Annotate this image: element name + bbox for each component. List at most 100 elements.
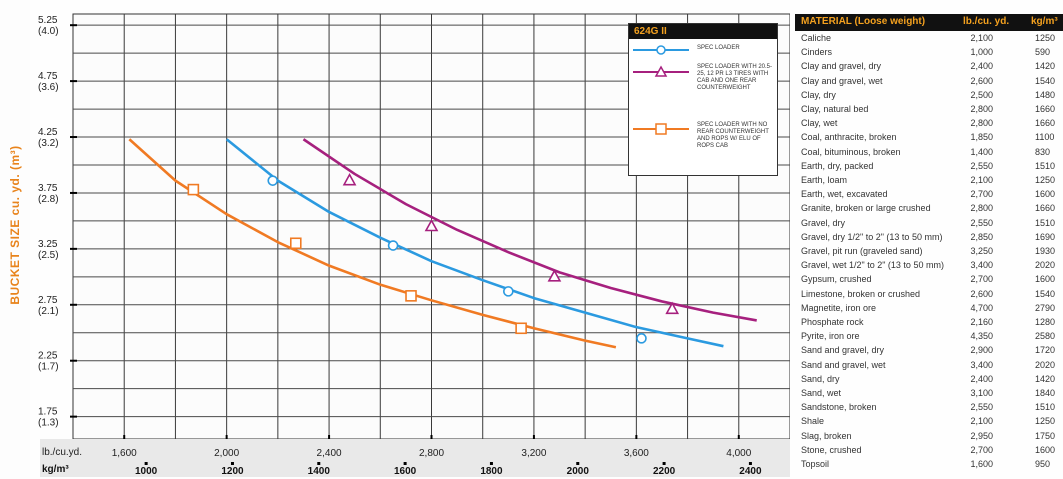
x-unit-bottom: kg/m³ [42, 464, 69, 475]
y-tick-label: 4.25 [38, 127, 58, 138]
weight-lb: 2,950 [970, 430, 993, 441]
material-name: Stone, crushed [801, 444, 862, 455]
legend-label: SPEC LOADER WITH 20.5-25, 12 PR L3 TIRES… [697, 64, 773, 91]
weight-kg: 1600 [1035, 444, 1056, 455]
table-row: Sandstone, broken 2,550 1510 [795, 402, 1063, 413]
material-name: Sand and gravel, dry [801, 345, 885, 356]
weight-lb: 2,550 [970, 402, 993, 413]
y-tick-metric: (2.1) [38, 306, 59, 317]
weight-kg: 1600 [1035, 189, 1056, 200]
material-table-header: MATERIAL (Loose weight) lb./cu. yd. kg/m… [795, 14, 1063, 31]
weight-kg: 1510 [1035, 217, 1056, 228]
material-name: Magnetite, iron ore [801, 302, 877, 313]
table-row: Gravel, dry 1/2" to 2" (13 to 50 mm) 2,85… [795, 232, 1063, 243]
material-name: Earth, loam [801, 175, 848, 185]
weight-lb: 4,350 [970, 331, 993, 342]
material-weights-table: MATERIAL (Loose weight) lb./cu. yd. kg/m… [795, 14, 1063, 479]
y-tick-metric: (4.0) [38, 26, 59, 37]
weight-lb: 1,400 [970, 146, 993, 157]
material-name: Sand and gravel, wet [801, 359, 886, 370]
material-name: Gypsum, crushed [801, 274, 872, 285]
x-tick-label-bottom: 1000 [135, 466, 158, 477]
weight-lb: 2,550 [970, 160, 993, 171]
table-row: Earth, dry, packed 2,550 1510 [795, 161, 1063, 172]
weight-kg: 1510 [1035, 402, 1056, 413]
x-tick-label-top: 2,000 [214, 448, 239, 459]
legend-label: SPEC LOADER WITH NO REAR COUNTERWEIGHT A… [697, 122, 769, 149]
weight-kg: 1480 [1035, 89, 1056, 100]
data-point-triangle [665, 301, 680, 315]
table-row: Gypsum, crushed 2,700 1600 [795, 274, 1063, 285]
weight-lb: 2,400 [970, 61, 993, 72]
table-row: Phosphate rock 2,160 1280 [795, 317, 1063, 328]
data-point-square [405, 290, 417, 302]
material-name: Coal, bituminous, broken [801, 146, 901, 157]
table-row: Caliche 2,100 1250 [795, 33, 1063, 44]
x-tick-label-bottom: 1600 [394, 466, 417, 477]
y-tick-label: 3.25 [38, 239, 58, 250]
y-tick-metric: (2.8) [38, 194, 59, 205]
weight-kg: 1660 [1035, 203, 1056, 214]
y-axis-ticks: 5.25(4.0) 4.75(3.6) 4.25(3.2) 3.75(2.8) 3.25… [38, 15, 77, 429]
table-row: Cinders 1,000 590 [795, 47, 1063, 58]
x-tick-dot [662, 462, 666, 465]
data-point-square [289, 237, 302, 250]
weight-lb: 1,600 [970, 459, 993, 469]
material-name: Sand, dry [801, 373, 840, 384]
weight-kg: 1540 [1035, 75, 1056, 86]
data-point-circle [387, 240, 399, 251]
weight-lb: 2,700 [970, 274, 993, 285]
x-axis-ticks: 1,600 2,000 2,400 2,800 3,200 3,600 4,000 1000 1… [112, 435, 762, 477]
weight-kg: 2790 [1035, 302, 1056, 313]
weight-lb: 1,000 [970, 47, 993, 58]
table-row: Clay, natural bed 2,800 1660 [795, 104, 1063, 115]
table-row: Earth, loam 2,100 1250 [795, 175, 1063, 186]
weight-kg: 1250 [1035, 175, 1056, 185]
data-point-circle [503, 286, 514, 297]
table-row: Sand and gravel, dry 2,900 1720 [795, 345, 1063, 356]
y-tick-label: 5.25 [38, 15, 58, 26]
data-point-triangle [342, 172, 357, 186]
weight-lb: 2,500 [970, 89, 993, 100]
legend-line-square-icon [633, 123, 689, 135]
legend-item-spec-loader-tires: SPEC LOADER WITH 20.5-25, 12 PR L3 TIRES… [629, 62, 777, 114]
header-material: MATERIAL (Loose weight) [801, 16, 926, 27]
x-tick-dot [144, 462, 148, 465]
weight-kg: 1420 [1035, 373, 1056, 384]
material-name: Gravel, dry 1/2" to 2" (13 to 50 mm) [801, 231, 943, 242]
material-name: Clay and gravel, dry [801, 61, 882, 72]
data-point-circle [267, 175, 279, 186]
table-row: Magnetite, iron ore 4,700 2790 [795, 303, 1063, 314]
material-name: Granite, broken or large crushed [801, 203, 931, 214]
weight-kg: 1250 [1035, 33, 1056, 43]
table-row: Granite, broken or large crushed 2,800 166… [795, 203, 1063, 214]
data-point-square [187, 183, 200, 196]
table-row: Shale 2,100 1250 [795, 416, 1063, 427]
material-name: Gravel, wet 1/2" to 2" (13 to 50 mm) [801, 260, 944, 271]
material-name: Slag, broken [801, 430, 852, 441]
material-name: Caliche [801, 33, 832, 43]
weight-kg: 590 [1035, 47, 1051, 58]
data-point-circle [636, 333, 647, 344]
material-name: Earth, wet, excavated [801, 189, 888, 200]
legend-label: SPEC LOADER [697, 45, 740, 51]
table-row: Stone, crushed 2,700 1600 [795, 445, 1063, 456]
material-name: Coal, anthracite, broken [801, 132, 897, 143]
weight-lb: 2,160 [970, 317, 993, 327]
x-tick-label-top: 2,800 [419, 448, 444, 459]
weight-lb: 2,800 [970, 118, 993, 129]
weight-lb: 2,800 [970, 104, 993, 114]
y-tick-label: 4.75 [38, 71, 58, 82]
weight-lb: 2,100 [970, 416, 993, 427]
x-tick-dot [748, 462, 752, 465]
material-name: Clay and gravel, wet [801, 75, 883, 86]
x-tick-label-top: 3,200 [521, 448, 546, 459]
material-name: Clay, natural bed [801, 104, 869, 114]
table-row: Coal, bituminous, broken 1,400 830 [795, 147, 1063, 158]
table-row: Clay, dry 2,500 1480 [795, 90, 1063, 101]
table-row: Gravel, wet 1/2" to 2" (13 to 50 mm) 3,40… [795, 260, 1063, 271]
weight-lb: 2,550 [970, 217, 993, 228]
weight-kg: 1660 [1035, 118, 1056, 129]
data-point-square [515, 322, 527, 335]
y-tick-metric: (1.7) [38, 362, 59, 373]
